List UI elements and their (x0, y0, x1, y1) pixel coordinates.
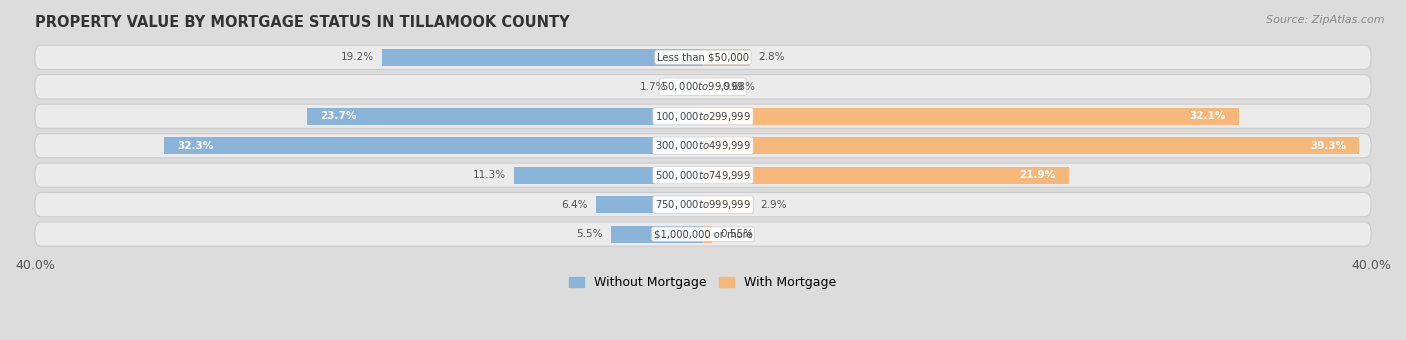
Text: 5.5%: 5.5% (576, 229, 603, 239)
FancyBboxPatch shape (35, 163, 1371, 187)
Bar (703, 49, 749, 66)
FancyBboxPatch shape (35, 134, 1371, 158)
Text: $500,000 to $749,999: $500,000 to $749,999 (655, 169, 751, 182)
Text: 0.68%: 0.68% (723, 82, 755, 92)
Bar (703, 196, 751, 213)
Bar (515, 167, 703, 184)
Text: $750,000 to $999,999: $750,000 to $999,999 (655, 198, 751, 211)
Text: $100,000 to $299,999: $100,000 to $299,999 (655, 110, 751, 123)
Text: 32.3%: 32.3% (177, 141, 214, 151)
Text: $1,000,000 or more: $1,000,000 or more (654, 229, 752, 239)
Text: 19.2%: 19.2% (340, 52, 374, 62)
Text: 32.1%: 32.1% (1189, 111, 1226, 121)
Bar (382, 49, 703, 66)
Text: 0.55%: 0.55% (720, 229, 754, 239)
Text: Source: ZipAtlas.com: Source: ZipAtlas.com (1267, 15, 1385, 25)
Bar (703, 137, 1360, 154)
Text: PROPERTY VALUE BY MORTGAGE STATUS IN TILLAMOOK COUNTY: PROPERTY VALUE BY MORTGAGE STATUS IN TIL… (35, 15, 569, 30)
FancyBboxPatch shape (35, 45, 1371, 69)
Bar (703, 225, 713, 243)
Text: 11.3%: 11.3% (472, 170, 506, 180)
Text: 39.3%: 39.3% (1310, 141, 1346, 151)
Text: 21.9%: 21.9% (1019, 170, 1056, 180)
Text: 2.9%: 2.9% (759, 200, 786, 210)
FancyBboxPatch shape (35, 104, 1371, 128)
Text: 1.7%: 1.7% (640, 82, 666, 92)
Bar (596, 196, 703, 213)
Bar (675, 78, 703, 95)
Text: Less than $50,000: Less than $50,000 (657, 52, 749, 62)
Text: 6.4%: 6.4% (561, 200, 588, 210)
FancyBboxPatch shape (35, 192, 1371, 217)
FancyBboxPatch shape (35, 75, 1371, 99)
Bar (703, 108, 1239, 125)
Text: $50,000 to $99,999: $50,000 to $99,999 (661, 80, 745, 93)
Bar (163, 137, 703, 154)
Text: $300,000 to $499,999: $300,000 to $499,999 (655, 139, 751, 152)
Bar (703, 78, 714, 95)
FancyBboxPatch shape (35, 222, 1371, 246)
Bar (612, 225, 703, 243)
Text: 2.8%: 2.8% (758, 52, 785, 62)
Legend: Without Mortgage, With Mortgage: Without Mortgage, With Mortgage (564, 271, 842, 294)
Bar (703, 167, 1069, 184)
Text: 23.7%: 23.7% (321, 111, 357, 121)
Bar (307, 108, 703, 125)
